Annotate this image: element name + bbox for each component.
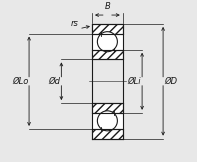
Polygon shape (92, 113, 123, 129)
Polygon shape (92, 34, 123, 50)
Circle shape (97, 32, 117, 52)
FancyBboxPatch shape (92, 24, 123, 34)
Text: rs: rs (70, 19, 78, 28)
FancyBboxPatch shape (92, 50, 123, 59)
Text: Ød: Ød (48, 77, 60, 86)
Text: ØLo: ØLo (12, 77, 28, 86)
Text: ØD: ØD (164, 77, 177, 86)
Circle shape (97, 111, 117, 131)
FancyBboxPatch shape (92, 129, 123, 139)
Text: ØLi: ØLi (128, 77, 141, 86)
FancyBboxPatch shape (92, 103, 123, 113)
Text: B: B (104, 2, 110, 12)
